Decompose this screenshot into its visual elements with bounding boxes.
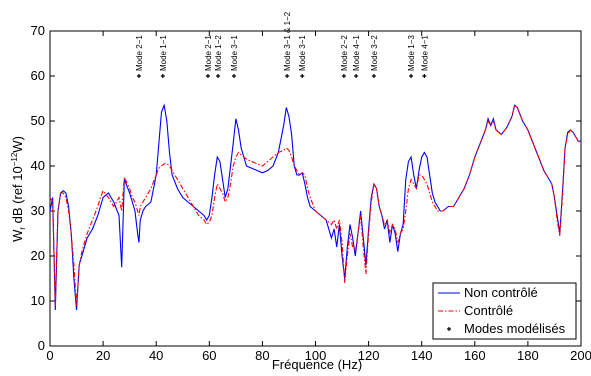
- mode-marker: [371, 74, 376, 78]
- series-line: [49, 103, 581, 311]
- mode-marker: [160, 74, 165, 78]
- mode-label: Mode 1−3: [407, 35, 416, 71]
- y-axis-label: Wr dB (ref 10−12W): [10, 136, 27, 242]
- y-tick-label: 10: [31, 293, 45, 308]
- mode-label: Mode 1−2: [214, 35, 223, 71]
- x-tick-label: 80: [255, 348, 269, 363]
- x-tick-label: 140: [411, 348, 433, 363]
- legend-swatch: [447, 327, 451, 331]
- mode-marker: [136, 74, 141, 78]
- legend-label: Modes modélisés: [464, 321, 566, 336]
- mode-label: Mode 2−2: [340, 35, 349, 71]
- y-label-part: W): [10, 136, 25, 153]
- y-label-part: dB (ref 10: [10, 166, 25, 227]
- mode-label: Mode 3−1: [230, 35, 239, 71]
- mode-marker: [231, 74, 236, 78]
- y-tick-label: 20: [31, 248, 45, 263]
- mode-label: Mode 3−1: [298, 35, 307, 71]
- mode-marker: [422, 74, 427, 78]
- series-line: [49, 104, 581, 306]
- legend-label: Non contrôlé: [464, 285, 538, 300]
- y-tick-label: 70: [31, 23, 45, 38]
- y-label-sub: r: [18, 227, 27, 230]
- mode-marker: [216, 74, 221, 78]
- x-tick-label: 180: [517, 348, 539, 363]
- mode-marker: [409, 74, 414, 78]
- x-tick-label: 160: [464, 348, 486, 363]
- x-tick-label: 0: [46, 348, 53, 363]
- x-tick-label: 40: [149, 348, 163, 363]
- y-tick-label: 50: [31, 113, 45, 128]
- y-label-sup: −12: [10, 152, 19, 166]
- mode-marker: [205, 74, 210, 78]
- x-tick-label: 120: [358, 348, 380, 363]
- mode-label: Mode 4−1: [352, 35, 361, 71]
- x-tick-label: 60: [202, 348, 216, 363]
- mode-label: Mode 2−1: [135, 35, 144, 71]
- y-label-part: W: [10, 229, 25, 242]
- mode-marker: [300, 74, 305, 78]
- plot-frame: [49, 30, 582, 347]
- x-tick-label: 20: [96, 348, 110, 363]
- y-tick-label: 40: [31, 158, 45, 173]
- y-tick-label: 60: [31, 68, 45, 83]
- x-tick-label: 200: [570, 348, 591, 363]
- mode-label: Mode 1−1: [159, 35, 168, 71]
- x-tick-label: 100: [305, 348, 327, 363]
- mode-marker: [354, 74, 359, 78]
- mode-label: Mode 3−1 & 1−2: [283, 11, 292, 71]
- mode-label: Mode 2−1: [204, 35, 213, 71]
- x-axis-label: Fréquence (Hz): [272, 357, 362, 372]
- mode-marker: [341, 74, 346, 78]
- legend-label: Contrôlé: [464, 303, 513, 318]
- y-tick-label: 30: [31, 203, 45, 218]
- mode-label: Mode 3−2: [370, 35, 379, 71]
- mode-label: Mode 4−1: [420, 35, 429, 71]
- y-tick-label: 0: [38, 338, 45, 353]
- mode-marker: [285, 74, 290, 78]
